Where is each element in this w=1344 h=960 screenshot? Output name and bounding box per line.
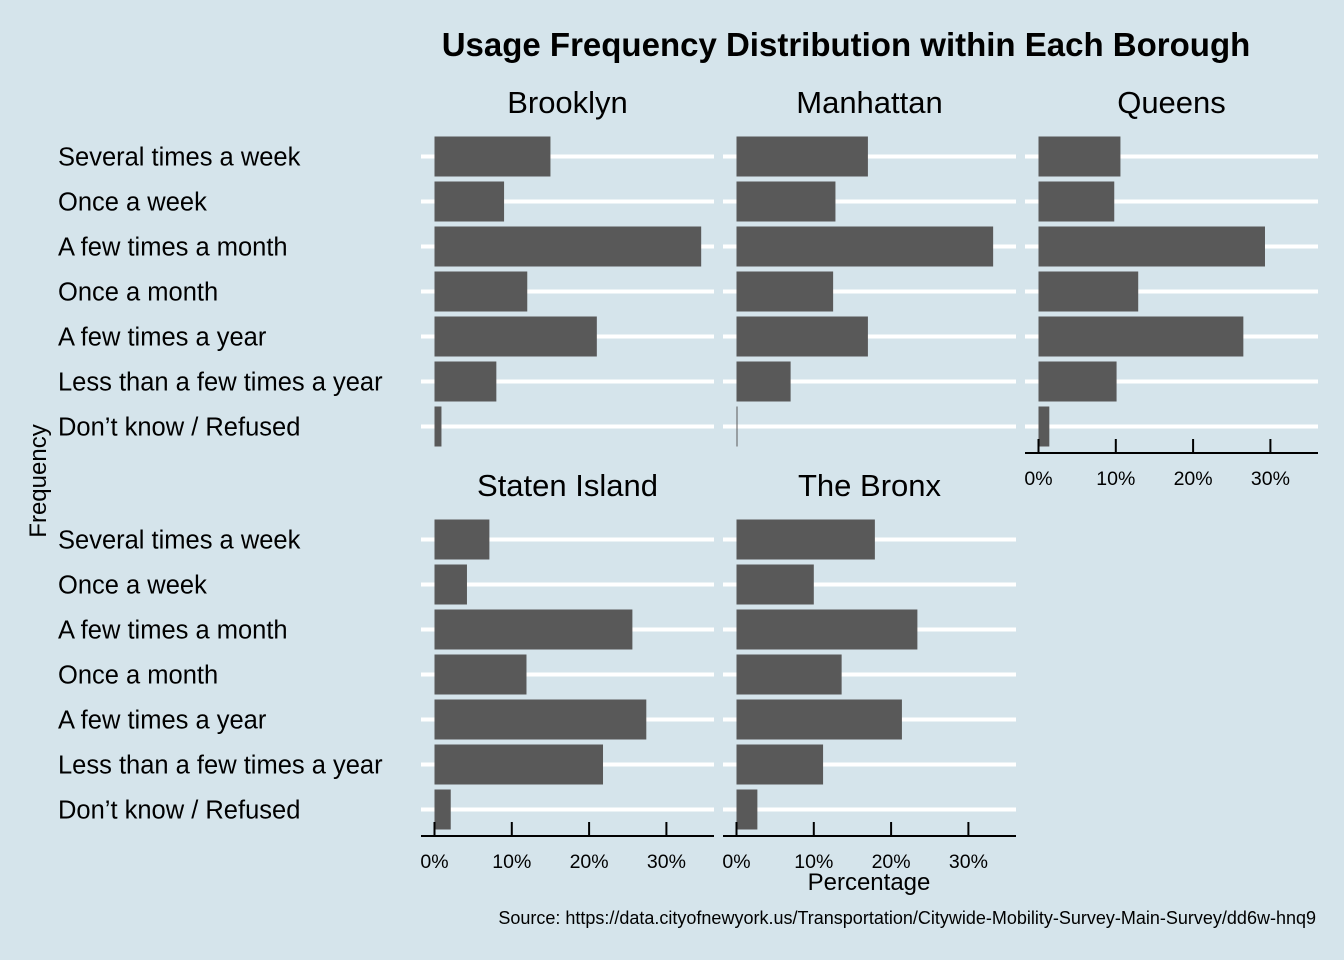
facet-panel: Manhattan [723, 85, 1016, 447]
bar [434, 136, 551, 177]
category-label: A few times a month [58, 617, 288, 645]
facet-panel: Staten Island Several times a week Once a … [58, 468, 714, 873]
bar [736, 316, 868, 357]
bar [434, 519, 490, 560]
category-label: Once a month [58, 662, 218, 690]
x-tick-label: 0% [1024, 468, 1052, 490]
x-tick-label: 30% [647, 851, 686, 873]
bar [1038, 136, 1121, 177]
bar [736, 609, 918, 650]
bar [434, 361, 497, 402]
x-tick-label: 0% [722, 851, 750, 873]
x-tick-label: 30% [1251, 468, 1290, 490]
category-label: A few times a month [58, 234, 288, 262]
bar [736, 226, 994, 267]
category-label: Several times a week [58, 144, 301, 172]
bar [736, 271, 834, 312]
bar [1038, 226, 1265, 267]
source-caption: Source: https://data.cityofnewyork.us/Tr… [498, 908, 1316, 928]
category-label: A few times a year [58, 324, 267, 352]
bar [434, 226, 702, 267]
facet-title: The Bronx [798, 468, 942, 503]
chart-title: Usage Frequency Distribution within Each… [442, 26, 1251, 63]
category-label: Once a month [58, 279, 218, 307]
bar [434, 316, 597, 357]
x-tick-label: 20% [872, 851, 911, 873]
bar [434, 609, 633, 650]
category-label: Once a week [58, 189, 207, 217]
bar [736, 699, 902, 740]
facet-title: Staten Island [477, 468, 658, 503]
bar [434, 789, 451, 830]
bar [434, 654, 527, 695]
category-label: Don’t know / Refused [58, 797, 300, 825]
bar [434, 564, 467, 605]
bar [1038, 181, 1115, 222]
bar [736, 519, 875, 560]
facet-title: Brooklyn [507, 85, 628, 120]
x-tick-label: 0% [420, 851, 448, 873]
bar [736, 361, 791, 402]
facet-title: Manhattan [796, 85, 943, 120]
category-label: Once a week [58, 572, 207, 600]
bar [736, 181, 836, 222]
bar [434, 406, 442, 447]
x-tick-label: 20% [1174, 468, 1213, 490]
x-tick-label: 10% [794, 851, 833, 873]
bar [736, 406, 738, 447]
bar [1038, 406, 1050, 447]
bar [736, 136, 868, 177]
facet-panel: Brooklyn Several times a week Once a week A… [58, 85, 714, 447]
x-tick-label: 30% [949, 851, 988, 873]
bar [736, 744, 824, 785]
bar [434, 744, 604, 785]
x-tick-label: 10% [1096, 468, 1135, 490]
category-label: A few times a year [58, 707, 267, 735]
category-label: Several times a week [58, 527, 301, 555]
y-axis-label: Frequency [25, 424, 52, 537]
bar [1038, 361, 1117, 402]
bar [1038, 316, 1244, 357]
bar [434, 699, 647, 740]
x-tick-label: 20% [570, 851, 609, 873]
facet-panels: Brooklyn Several times a week Once a week A… [58, 85, 1318, 873]
facet-panel: The Bronx 0% 10% 20% 30% [722, 468, 1016, 873]
bar [736, 564, 814, 605]
bar [434, 181, 505, 222]
bar [1038, 271, 1139, 312]
bar [736, 654, 842, 695]
category-label: Don’t know / Refused [58, 414, 300, 442]
category-label: Less than a few times a year [58, 752, 383, 780]
category-label: Less than a few times a year [58, 369, 383, 397]
facet-panel: Queens 0% 10% 20% 30% [1024, 85, 1318, 490]
facet-title: Queens [1117, 85, 1226, 120]
bar [434, 271, 528, 312]
bar [736, 789, 758, 830]
x-axis-label: Percentage [808, 869, 931, 896]
x-tick-label: 10% [492, 851, 531, 873]
